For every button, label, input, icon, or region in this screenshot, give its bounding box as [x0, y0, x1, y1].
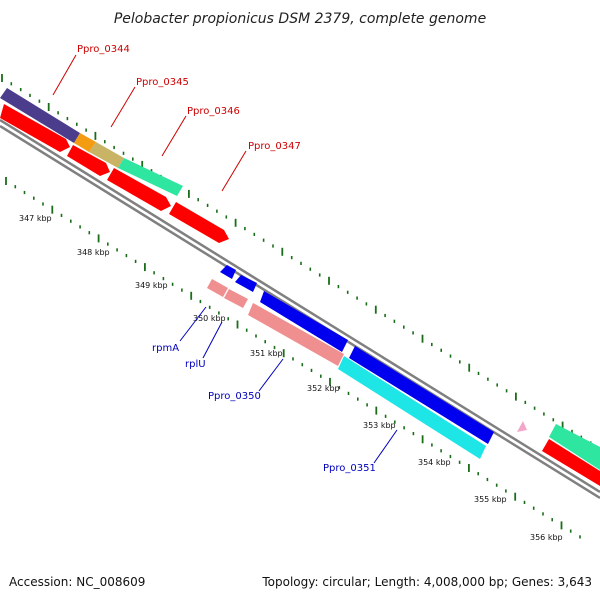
- leader-line: [161, 115, 187, 157]
- gene-Ppro_0351-block[interactable]: [338, 356, 486, 459]
- leader-line: [373, 429, 398, 464]
- tick-label: 352 kbp: [307, 384, 340, 393]
- gene-rplU-block[interactable]: [224, 289, 248, 308]
- backbone-outer: [0, 118, 600, 494]
- gene-label-Ppro_0344[interactable]: Ppro_0344: [77, 44, 130, 55]
- gene-block-pink[interactable]: [517, 421, 527, 432]
- gene-block-blue-long[interactable]: [260, 291, 348, 352]
- gene-block-orange[interactable]: [74, 133, 96, 152]
- gene-rpmA-block[interactable]: [207, 279, 228, 297]
- gene-label-Ppro_0346[interactable]: Ppro_0346: [187, 106, 240, 117]
- tick-label: 347 kbp: [19, 214, 52, 223]
- forward-gene-labels: Ppro_0344 Ppro_0345 Ppro_0346 Ppro_0347: [52, 44, 301, 192]
- forward-features: [0, 88, 600, 486]
- tick-labels: 347 kbp 348 kbp 349 kbp 350 kbp 351 kbp …: [19, 214, 563, 542]
- map-title: Pelobacter propionicus DSM 2379, complet…: [114, 11, 486, 27]
- gene-Ppro_0347-arrow[interactable]: [169, 202, 229, 243]
- gene-block-red-right[interactable]: [542, 439, 600, 486]
- reverse-gene-labels: rpmA rplU Ppro_0350 Ppro_0351: [152, 306, 398, 474]
- gene-block-blue-long-2[interactable]: [349, 346, 494, 444]
- gene-label-Ppro_0351[interactable]: Ppro_0351: [323, 463, 376, 474]
- tick-row-upper: [1, 74, 600, 451]
- leader-line: [258, 358, 284, 392]
- tick-label: 353 kbp: [363, 421, 396, 430]
- leader-line: [202, 321, 223, 359]
- tick-label: 356 kbp: [530, 533, 563, 542]
- topology-text: Topology: circular; Length: 4,008,000 bp…: [261, 575, 592, 589]
- gene-label-Ppro_0345[interactable]: Ppro_0345: [136, 77, 189, 88]
- leader-line: [221, 150, 247, 192]
- accession-text: Accession: NC_008609: [9, 575, 145, 589]
- tick-label: 351 kbp: [250, 349, 283, 358]
- gene-Ppro_0345-arrow[interactable]: [67, 145, 110, 176]
- leader-line: [52, 54, 77, 96]
- gene-block-purple[interactable]: [0, 88, 80, 143]
- gene-Ppro_0350-block[interactable]: [248, 303, 344, 366]
- tick-label: 355 kbp: [474, 495, 507, 504]
- tick-label: 349 kbp: [135, 281, 168, 290]
- gene-Ppro_0344-arrow[interactable]: [0, 104, 70, 152]
- gene-block-blue-small-1[interactable]: [220, 265, 236, 279]
- gene-label-Ppro_0350[interactable]: Ppro_0350: [208, 391, 261, 402]
- gene-block-mint-right[interactable]: [549, 424, 600, 470]
- gene-label-rpmA[interactable]: rpmA: [152, 343, 179, 354]
- gene-block-red-3[interactable]: [107, 168, 171, 211]
- gene-label-rplU[interactable]: rplU: [185, 359, 206, 370]
- leader-line: [179, 306, 207, 342]
- gene-Ppro_0346-arrow[interactable]: [118, 158, 183, 196]
- reverse-features: [207, 265, 494, 459]
- leader-line: [110, 86, 136, 128]
- tick-row-lower: [5, 177, 581, 539]
- gene-label-Ppro_0347[interactable]: Ppro_0347: [248, 141, 301, 152]
- gene-block-khaki[interactable]: [89, 142, 124, 168]
- tick-label: 350 kbp: [193, 314, 226, 323]
- tick-label: 354 kbp: [418, 458, 451, 467]
- gene-block-blue-small-2[interactable]: [235, 275, 257, 292]
- tick-label: 348 kbp: [77, 248, 110, 257]
